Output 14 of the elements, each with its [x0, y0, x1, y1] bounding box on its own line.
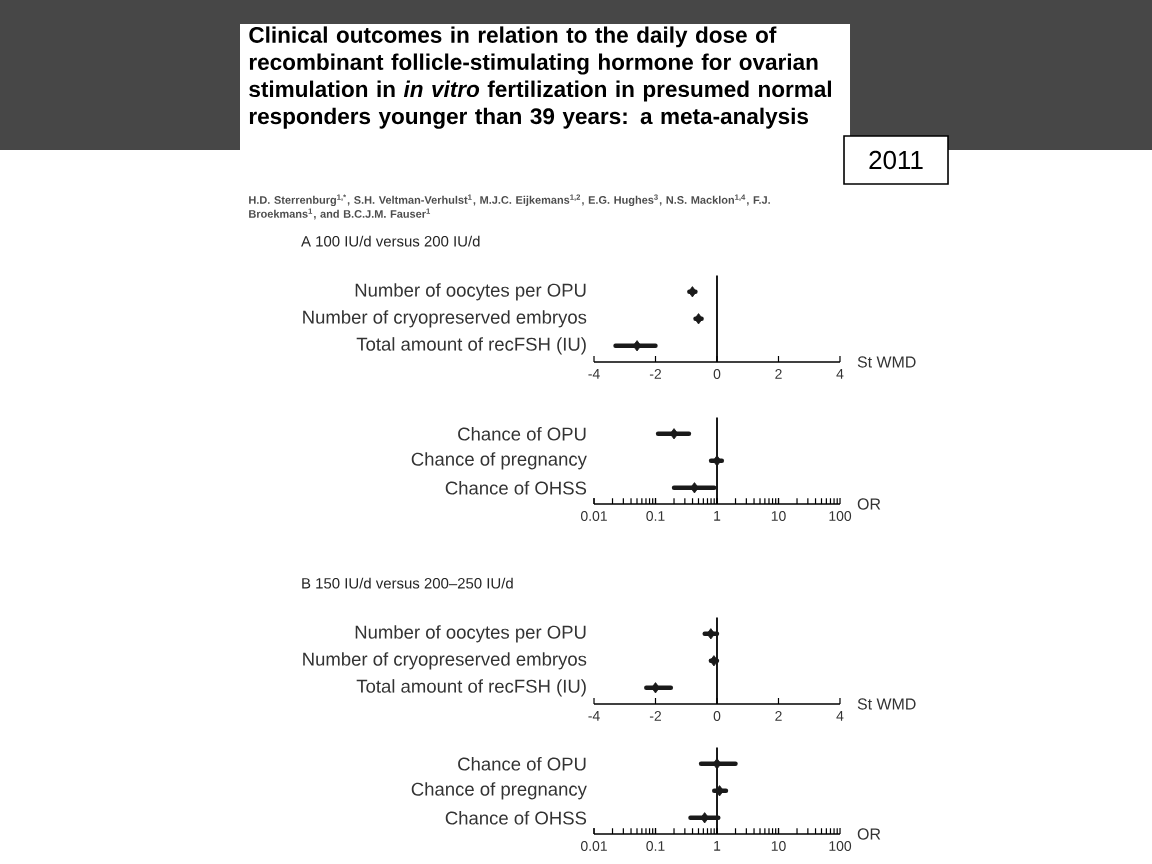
y-tick-label: Chance of OHSS — [445, 810, 587, 825]
y-tick-label: Chance of OHSS — [445, 480, 587, 495]
y-tick-label: Chance of OPU — [458, 756, 586, 771]
y-tick-label: Total amount of recFSH (IU) — [356, 337, 586, 355]
y-tick-label: Number of cryopreserved embryos — [303, 652, 587, 670]
y-tick-label: Total amount of recFSH (IU) — [356, 679, 586, 697]
y-tick-label: Number of oocytes per OPU — [355, 283, 586, 301]
y-tick-label: Chance of pregnancy — [411, 452, 587, 470]
y-tick-label: Chance of pregnancy — [411, 782, 587, 800]
y-tick-label: Chance of OPU — [458, 426, 586, 441]
text: Clinical outcomes in relation to the daily dose of recombinant follicle-stimulating hormone for ovarian stimulation in in vitro fertilization in presumed normal responders younger than 39 years: a meta-analysis — [249, 26, 831, 129]
text: 2011 — [869, 150, 923, 170]
y-tick-label: Number of oocytes per OPU — [355, 625, 586, 643]
y-tick-label: Number of cryopreserved embryos — [303, 310, 587, 328]
